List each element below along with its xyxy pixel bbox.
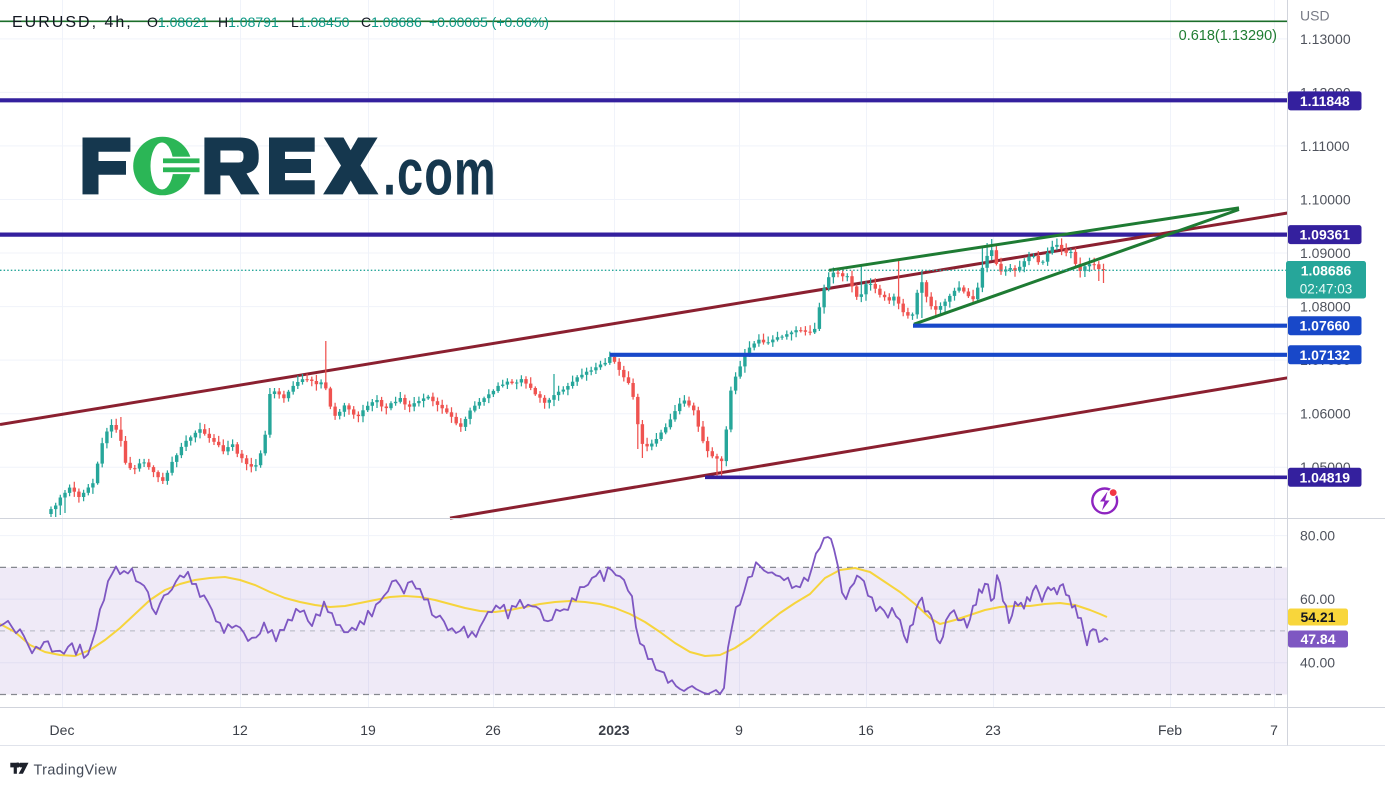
svg-text:47.84: 47.84 [1300, 631, 1335, 647]
svg-text:1.07660: 1.07660 [1299, 318, 1350, 334]
svg-text:1.10000: 1.10000 [1300, 192, 1351, 208]
svg-text:Feb: Feb [1158, 722, 1182, 738]
svg-text:1.08000: 1.08000 [1300, 299, 1351, 315]
svg-text:1.11000: 1.11000 [1300, 138, 1350, 154]
svg-text:23: 23 [985, 722, 1001, 738]
svg-text:Dec: Dec [50, 722, 75, 738]
svg-text:9: 9 [735, 722, 743, 738]
svg-text:40.00: 40.00 [1300, 655, 1335, 671]
svg-text:1.07132: 1.07132 [1299, 347, 1350, 363]
svg-text:1.08686: 1.08686 [1301, 263, 1352, 279]
svg-text:7: 7 [1270, 722, 1278, 738]
svg-text:1.04819: 1.04819 [1299, 469, 1350, 485]
svg-text:16: 16 [858, 722, 874, 738]
svg-text:USD: USD [1300, 8, 1330, 24]
svg-text:1.09000: 1.09000 [1300, 245, 1351, 261]
svg-text:H1.08791: H1.08791 [218, 14, 279, 30]
svg-text:+0.00065 (+0.06%): +0.00065 (+0.06%) [429, 14, 549, 30]
svg-text:1.06000: 1.06000 [1300, 406, 1351, 422]
svg-text:TradingView: TradingView [34, 762, 118, 778]
svg-text:80.00: 80.00 [1300, 528, 1335, 544]
svg-text:1.09361: 1.09361 [1299, 227, 1350, 243]
svg-text:1.11848: 1.11848 [1300, 93, 1350, 109]
svg-text:02:47:03: 02:47:03 [1300, 282, 1353, 297]
svg-text:2023: 2023 [598, 722, 629, 738]
svg-text:O1.08621: O1.08621 [147, 14, 209, 30]
svg-text:.com: .com [383, 137, 497, 209]
svg-text:60.00: 60.00 [1300, 591, 1335, 607]
svg-text:12: 12 [232, 722, 248, 738]
svg-text:54.21: 54.21 [1300, 609, 1335, 625]
svg-text:C1.08686: C1.08686 [361, 14, 422, 30]
svg-text:L1.08450: L1.08450 [291, 14, 350, 30]
svg-text:1.13000: 1.13000 [1300, 31, 1351, 47]
svg-text:19: 19 [360, 722, 376, 738]
svg-text:0.618(1.13290): 0.618(1.13290) [1179, 28, 1277, 44]
svg-text:26: 26 [485, 722, 501, 738]
svg-text:EURUSD, 4h,: EURUSD, 4h, [12, 14, 133, 31]
